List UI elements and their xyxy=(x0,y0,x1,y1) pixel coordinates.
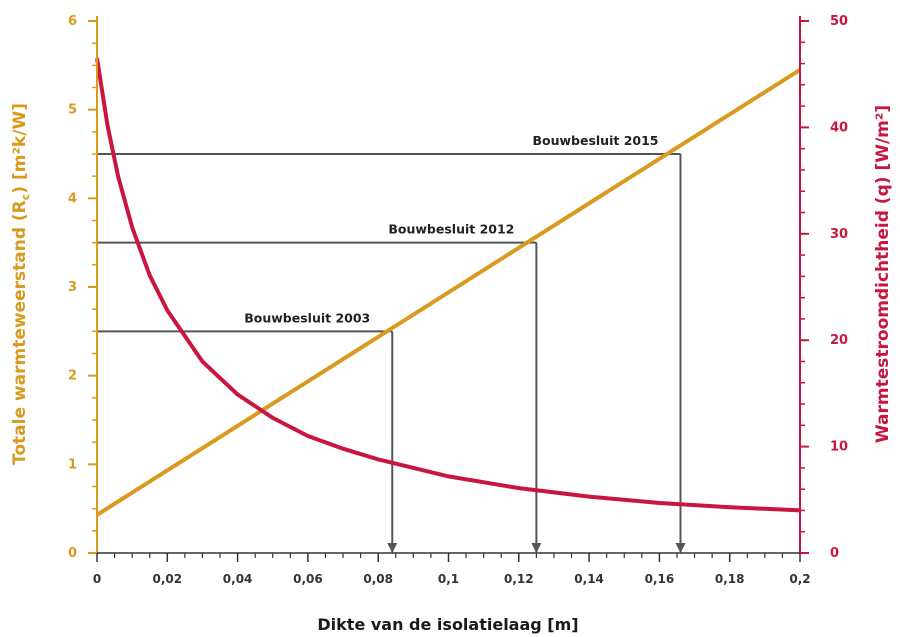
x-tick-label: 0 xyxy=(93,572,101,586)
right-tick-label: 30 xyxy=(830,227,848,242)
left-tick-label: 4 xyxy=(68,191,77,206)
annotations: Bouwbesluit 2003 Bouwbesluit 2012 Bouwbesl… xyxy=(244,133,658,325)
annotation-label: Bouwbesluit 2012 xyxy=(388,222,514,237)
x-tick-label: 0,06 xyxy=(293,572,323,586)
axes xyxy=(88,16,809,562)
left-tick-label: 2 xyxy=(68,369,77,384)
x-tick-label: 0,2 xyxy=(789,572,810,586)
left-tick-label: 3 xyxy=(68,280,77,295)
x-tick-label: 0,16 xyxy=(645,572,675,586)
left-axis-title-tail: ) [m²k/W] xyxy=(10,103,30,194)
x-tick-label: 0,02 xyxy=(152,572,182,586)
x-axis-title: Dikte van de isolatielaag [m] xyxy=(317,615,578,634)
x-tick-label: 0,18 xyxy=(715,572,745,586)
x-tick-label: 0,08 xyxy=(363,572,393,586)
left-axis-title-main: Totale warmteweerstand (R xyxy=(10,200,30,465)
right-tick-label: 20 xyxy=(830,333,848,348)
guide-lines xyxy=(97,153,686,553)
left-axis-title-subscript: c xyxy=(19,194,32,201)
series-lines xyxy=(95,57,802,517)
x-tick-label: 0,12 xyxy=(504,572,534,586)
right-tick-label: 50 xyxy=(830,14,848,29)
q-curve xyxy=(95,57,801,513)
rc-line xyxy=(95,68,802,517)
left-tick-label: 1 xyxy=(68,457,77,472)
x-tick-label: 0,1 xyxy=(438,572,459,586)
left-axis-title: Totale warmteweerstand (Rc) [m²k/W] xyxy=(10,103,32,465)
tick-labels: 0 1 2 3 4 5 6 0 10 20 30 40 50 0 0,02 0,04 0,06 0,08 0,1 0,… xyxy=(68,14,848,586)
left-tick-label: 6 xyxy=(68,14,77,29)
left-tick-label: 0 xyxy=(68,546,77,561)
x-tick-label: 0,14 xyxy=(574,572,604,586)
annotation-label: Bouwbesluit 2015 xyxy=(532,133,658,148)
right-tick-label: 10 xyxy=(830,440,848,455)
annotation-label: Bouwbesluit 2003 xyxy=(244,310,370,325)
right-tick-label: 0 xyxy=(830,546,839,561)
right-axis-title: Warmtestroomdichtheid (q) [W/m²] xyxy=(873,105,893,443)
left-tick-label: 5 xyxy=(68,103,77,118)
right-tick-label: 40 xyxy=(830,120,848,135)
x-tick-label: 0,04 xyxy=(223,572,253,586)
